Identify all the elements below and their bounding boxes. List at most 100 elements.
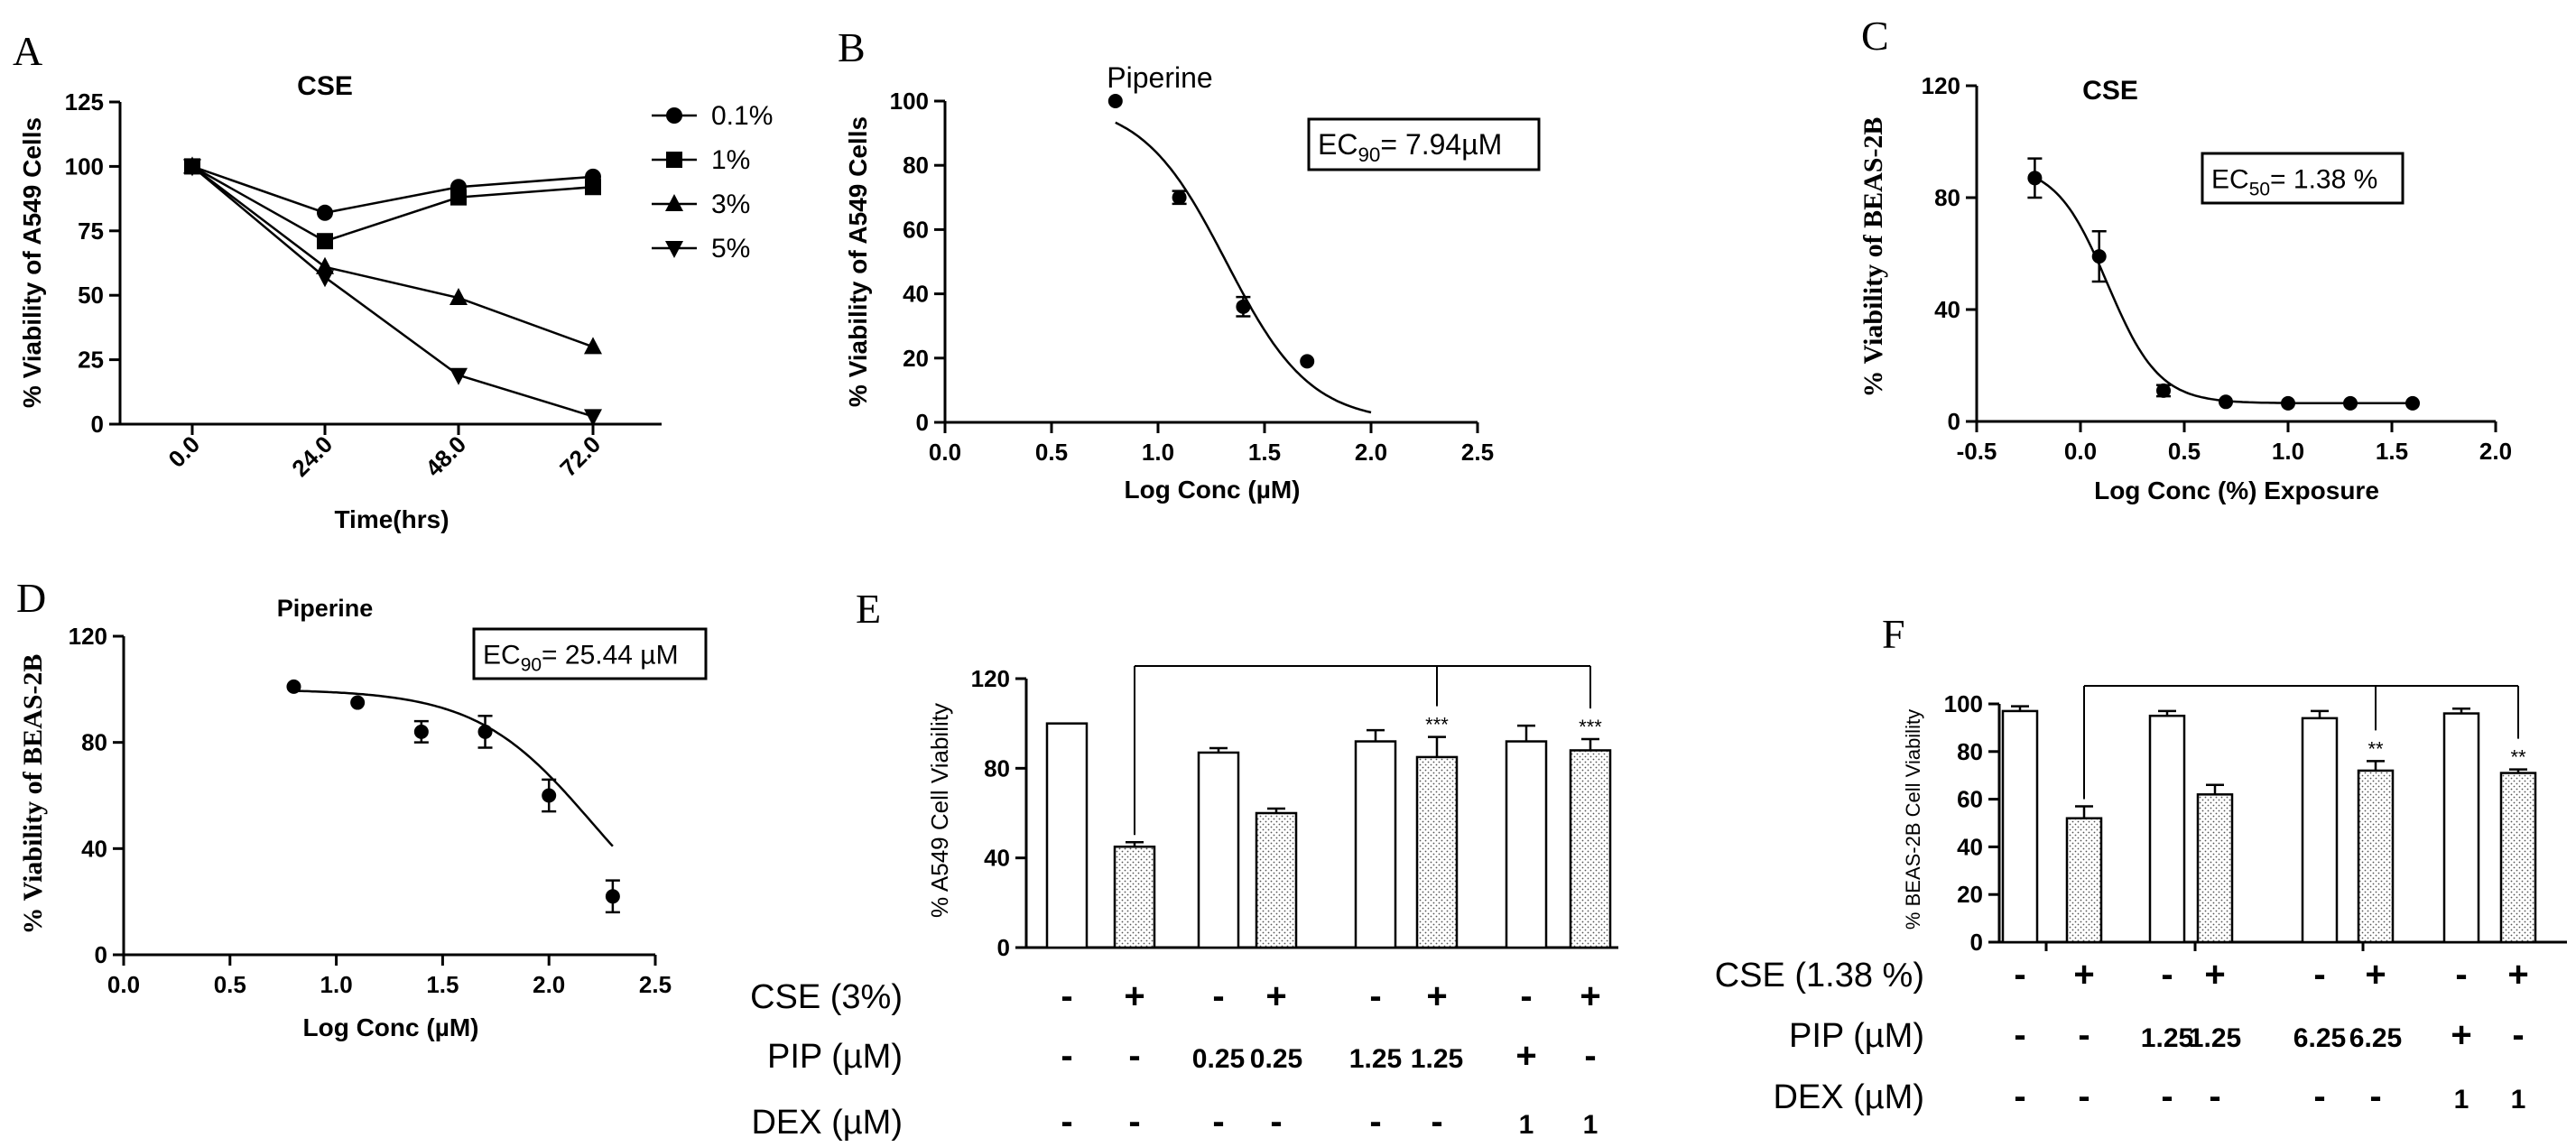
x-tick-label: 0.5 xyxy=(214,971,246,998)
chart-title: CSE xyxy=(297,71,353,101)
panel-label: B xyxy=(838,24,866,70)
treatment-row-label: DEX (µM) xyxy=(1773,1078,1924,1116)
x-tick-label: 1.5 xyxy=(426,971,459,998)
data-point xyxy=(317,233,333,250)
y-tick-label: 0 xyxy=(95,941,107,968)
bar xyxy=(1197,751,1240,949)
data-point xyxy=(449,288,468,306)
treatment-row-value: + xyxy=(2073,955,2094,994)
panel-label: D xyxy=(16,575,46,621)
treatment-row-label: DEX (µM) xyxy=(751,1104,903,1142)
annotation-box xyxy=(472,627,708,680)
y-axis-label: % Viability of A549 Cells xyxy=(844,116,872,407)
y-tick-label: 20 xyxy=(1957,881,1983,908)
treatment-row-value: - xyxy=(1061,976,1072,1016)
panel-c-dose-response: C 0 40 80 120 -0.5 0.0 0.5 1.0 1.5 2.0 Log Conc (%)… xyxy=(1858,13,2512,504)
data-point xyxy=(1172,190,1187,205)
bar xyxy=(1505,740,1548,949)
data-point xyxy=(317,204,333,221)
y-tick-label: 0 xyxy=(1948,408,1960,435)
y-tick-label: 60 xyxy=(1957,786,1983,813)
annotation-text: EC50= 1.38 % xyxy=(2211,165,2377,200)
data-point xyxy=(450,189,467,206)
x-tick-label: 1.5 xyxy=(2376,438,2408,465)
data-point xyxy=(316,256,334,274)
panel-e-bar-chart: E 0 40 80 120 % A549 Cell Viability *** *** CSE … xyxy=(750,586,1618,1142)
legend-marker xyxy=(666,152,682,168)
y-tick-label: 120 xyxy=(1922,72,1960,99)
panel-a-line-chart: A CSE 0 25 50 75 100 125 0.0 24.0 48.0 72.0 Time(hrs… xyxy=(13,28,773,533)
treatment-row-value: + xyxy=(1124,976,1144,1016)
x-tick-label: 2.5 xyxy=(1461,439,1494,466)
treatment-row-value: - xyxy=(2369,1077,2381,1116)
treatment-row-value: + xyxy=(2204,955,2225,994)
x-tick-label: 48.0 xyxy=(420,430,471,482)
treatment-row-value: + xyxy=(2507,955,2528,994)
x-tick-label: 2.0 xyxy=(1355,439,1387,466)
y-tick-label: 40 xyxy=(903,281,929,308)
treatment-row-value: 6.25 xyxy=(2293,1023,2346,1053)
y-tick-label: 20 xyxy=(903,345,929,372)
bar xyxy=(1045,722,1089,949)
treatment-row-value: - xyxy=(2161,1077,2173,1116)
bar xyxy=(2001,709,2039,944)
treatment-row-label: CSE (1.38 %) xyxy=(1715,957,1924,994)
y-tick-label: 80 xyxy=(1957,738,1983,765)
x-tick-label: 1.0 xyxy=(2272,438,2304,465)
x-tick-label: 1.0 xyxy=(320,971,353,998)
bar xyxy=(2196,793,2234,944)
y-axis-label: % Viability of BEAS-2B xyxy=(1858,117,1888,398)
significance-label: *** xyxy=(1579,716,1602,738)
treatment-row-value: 1.25 xyxy=(2141,1023,2193,1053)
fit-curve xyxy=(293,689,614,847)
chart-title: CSE xyxy=(2082,76,2138,106)
y-tick-label: 0 xyxy=(997,934,1010,961)
annotation-text: EC90= 7.94µM xyxy=(1318,128,1502,166)
y-tick-label: 100 xyxy=(1944,690,1983,717)
data-point xyxy=(584,337,602,355)
chart-title: Piperine xyxy=(1107,61,1212,94)
data-point xyxy=(2156,383,2171,398)
data-point xyxy=(449,367,468,385)
panel-label: E xyxy=(856,586,881,632)
treatment-row-value: - xyxy=(1061,1036,1072,1076)
y-tick-label: 80 xyxy=(903,152,929,179)
x-tick-label: 1.0 xyxy=(1142,439,1174,466)
data-point xyxy=(1236,299,1251,314)
x-tick-label: -0.5 xyxy=(1957,438,1997,465)
treatment-row-value: - xyxy=(2455,955,2467,994)
y-tick-label: 0 xyxy=(1970,929,1983,956)
panel-b-dose-response: B 0 20 40 60 80 100 0.0 0.5 1.0 1.5 2.0 2.5 Log Conc … xyxy=(838,24,1541,504)
treatment-row-value: - xyxy=(1369,1102,1381,1142)
treatment-row-value: 1 xyxy=(1519,1110,1534,1140)
y-axis-label: % BEAS-2B Cell Viability xyxy=(1902,709,1924,930)
treatment-row-label: CSE (3%) xyxy=(750,978,903,1016)
annotation-box xyxy=(1307,117,1541,171)
data-point xyxy=(2219,394,2233,410)
y-tick-label: 80 xyxy=(1934,184,1960,211)
data-point xyxy=(2281,395,2295,411)
treatment-row-value: 1 xyxy=(2511,1085,2526,1115)
series-line xyxy=(191,165,594,243)
legend-marker xyxy=(666,107,682,124)
treatment-row-value: + xyxy=(1426,976,1447,1016)
treatment-row-value: - xyxy=(1212,1102,1224,1142)
treatment-row-value: 1 xyxy=(2454,1085,2469,1115)
x-tick-label: 0.0 xyxy=(2064,438,2097,465)
chart-title: Piperine xyxy=(277,595,374,622)
legend-marker xyxy=(665,241,683,258)
treatment-row-value: + xyxy=(2451,1015,2471,1055)
x-tick-label: 1.5 xyxy=(1248,439,1281,466)
x-tick-label: 0.5 xyxy=(1035,439,1068,466)
bar xyxy=(2301,717,2339,944)
y-axis-label: % Viability of A549 Cells xyxy=(18,117,46,408)
y-tick-label: 120 xyxy=(971,665,1010,692)
treatment-row-value: - xyxy=(2014,1015,2025,1055)
bar xyxy=(2065,817,2103,944)
bar xyxy=(2499,772,2537,944)
data-point xyxy=(1300,354,1315,369)
x-tick-label: 0.5 xyxy=(2168,438,2201,465)
data-point xyxy=(2405,395,2420,411)
treatment-row-value: - xyxy=(2512,1015,2524,1055)
series-line xyxy=(191,165,594,215)
